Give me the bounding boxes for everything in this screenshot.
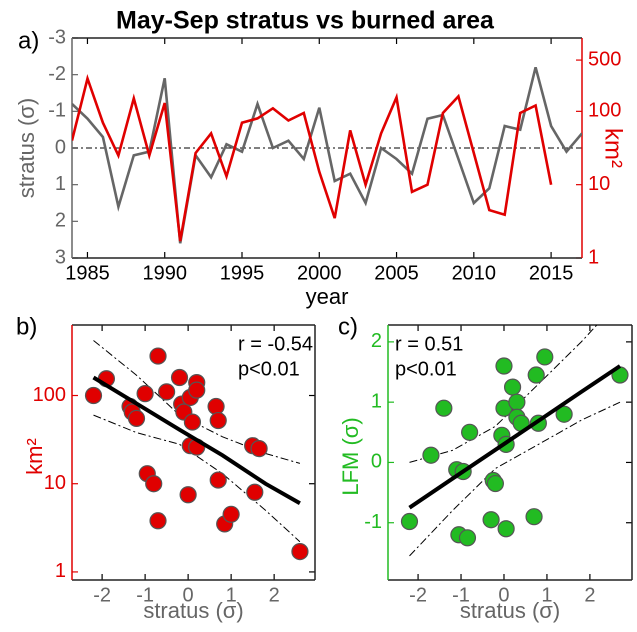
point: [525, 508, 543, 526]
x-tick-label: -2: [409, 584, 427, 606]
x-tick-label: -1: [452, 584, 470, 606]
point: [400, 512, 419, 531]
y-axis-label: km²: [22, 438, 47, 475]
point: [84, 386, 103, 405]
y-tick-label: 100: [33, 384, 66, 406]
point: [179, 486, 197, 504]
x-axis-label: stratus (σ): [460, 598, 560, 623]
y-tick-label: -1: [364, 511, 382, 533]
annotation: p<0.01: [395, 358, 457, 380]
y2-tick-label: 100: [588, 100, 621, 122]
point: [482, 511, 500, 529]
ci-line: [93, 340, 301, 464]
x-tick-label: 1985: [65, 262, 110, 284]
x-tick-label: 2015: [529, 262, 574, 284]
annotation: r = -0.54: [238, 333, 313, 355]
y-tick-label: -1: [48, 100, 66, 122]
point: [536, 348, 554, 366]
point: [555, 405, 573, 423]
point: [222, 505, 240, 523]
y2-tick-label: 1: [588, 246, 599, 268]
point: [188, 381, 206, 399]
x-axis-label: year: [306, 284, 349, 309]
point: [149, 512, 167, 530]
point: [183, 413, 202, 431]
chart-title: May-Sep stratus vs burned area: [116, 7, 495, 35]
y-tick-label: 10: [44, 472, 66, 494]
point: [250, 440, 268, 458]
x-tick-label: 0: [183, 584, 194, 606]
y-tick-label: 0: [371, 451, 382, 473]
x-tick-label: 1: [226, 584, 237, 606]
y-tick-label: 1: [371, 390, 382, 412]
y-tick-label: -2: [48, 63, 66, 85]
point: [495, 357, 513, 375]
x-tick-label: 2000: [297, 262, 342, 284]
point: [209, 411, 227, 430]
x-tick-label: -1: [136, 584, 154, 606]
panel-label: c): [338, 313, 358, 340]
x-tick-label: 0: [498, 584, 509, 606]
point: [508, 393, 526, 411]
y-tick-label: 3: [55, 246, 66, 268]
point: [246, 483, 264, 501]
x-tick-label: 2: [269, 584, 280, 606]
annotation: p<0.01: [238, 358, 300, 380]
point: [149, 347, 167, 365]
y2-axis-label: km²: [600, 128, 627, 168]
x-axis-label: stratus (σ): [143, 598, 243, 623]
point: [170, 368, 189, 387]
y-axis-label: LFM (σ): [338, 417, 363, 495]
x-tick-label: 1: [541, 584, 552, 606]
panel: a) May-Sep stratus vs burned area 1985 1990…: [14, 7, 627, 309]
panel-label: a): [18, 27, 39, 54]
point: [127, 409, 146, 428]
point: [527, 366, 545, 384]
point: [497, 520, 515, 538]
ci-line: [409, 401, 621, 557]
y-tick-label: 0: [55, 136, 66, 158]
point: [158, 383, 176, 401]
y-axis-label: stratus (σ): [14, 98, 39, 198]
panel-label: b): [16, 313, 37, 340]
y-tick-label: 1: [55, 173, 66, 195]
y-tick-label: 2: [55, 210, 66, 232]
point: [291, 542, 309, 561]
x-tick-label: -2: [93, 584, 111, 606]
x-tick-label: 2005: [374, 262, 419, 284]
point: [486, 474, 504, 493]
point: [435, 399, 453, 417]
point: [422, 446, 440, 464]
point: [209, 471, 227, 489]
fit-line: [408, 364, 622, 510]
ci-line: [93, 414, 301, 543]
y-tick-label: 2: [371, 330, 382, 352]
point: [503, 378, 522, 396]
annotation: r = 0.51: [395, 333, 463, 355]
x-tick-label: 2: [584, 584, 595, 606]
fit-line: [92, 375, 301, 506]
point: [145, 475, 163, 493]
x-tick-label: 2010: [452, 262, 497, 284]
y-tick-label: -3: [48, 26, 66, 48]
point: [136, 385, 154, 403]
y-tick-label: 1: [55, 560, 66, 582]
y2-tick-label: 500: [588, 48, 621, 70]
y2-tick-label: 10: [588, 173, 610, 195]
x-tick-label: 1995: [220, 262, 265, 284]
series-line: [72, 66, 582, 244]
point: [458, 529, 477, 547]
point: [461, 423, 479, 441]
series-line: [72, 73, 553, 242]
point: [207, 397, 225, 416]
x-tick-label: 1990: [142, 262, 187, 284]
